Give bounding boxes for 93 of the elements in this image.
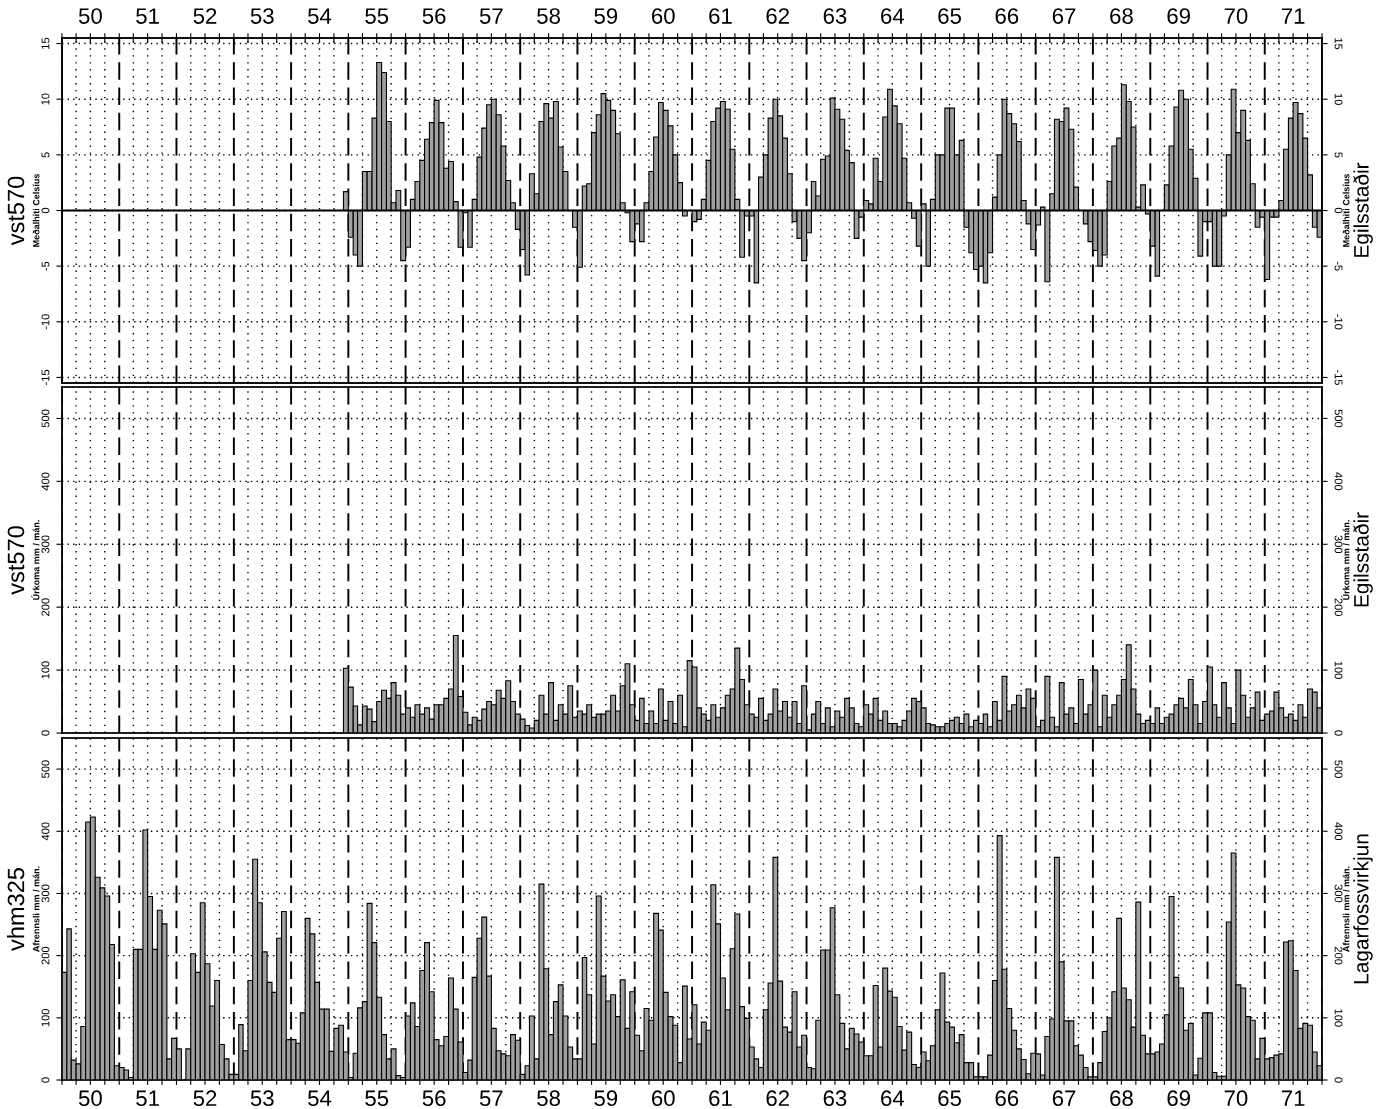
x-tick-label: 53 [250, 1090, 274, 1107]
x2-tick-label: 68 [1110, 8, 1133, 24]
y-tick-label: 0 [41, 1077, 50, 1083]
x2-tick-label: 63 [823, 8, 847, 24]
y2-tick-label: 300 [1334, 884, 1343, 903]
x2-tick-label: 51 [136, 8, 159, 24]
y-tick-label: 100 [41, 1008, 50, 1027]
x-tick-label: 55 [365, 1090, 389, 1107]
y2-tick-label: 200 [1334, 598, 1343, 617]
x-tick-label: 65 [938, 1090, 961, 1107]
y2-tick-label: 400 [1334, 472, 1343, 491]
x-tick-label: 68 [1110, 1090, 1133, 1107]
x-tick-label: 71 [1281, 1090, 1305, 1106]
y-axis-title: vhm325 [7, 867, 25, 951]
y-tick-label: 300 [41, 884, 50, 903]
x-tick-label: 64 [881, 1090, 905, 1107]
y2-tick-label: 10 [1334, 93, 1343, 105]
x-tick-label: 51 [136, 1090, 159, 1107]
x2-tick-label: 57 [479, 8, 503, 24]
x-tick-label: 59 [594, 1090, 618, 1107]
y-tick-label: -10 [41, 314, 50, 330]
x-tick-label: 70 [1224, 1090, 1248, 1107]
y-tick-label: 300 [41, 535, 50, 554]
x-tick-label: 62 [766, 1090, 789, 1107]
y2-tick-label: 500 [1334, 760, 1343, 778]
y-tick-label: 500 [41, 409, 50, 428]
y2-tick-label: 0 [1334, 1077, 1343, 1083]
x2-tick-label: 58 [537, 8, 560, 24]
y-tick-label: 0 [41, 730, 50, 736]
y-tick-label: -5 [41, 261, 50, 271]
text: Meðalhiti Celsíus [1342, 174, 1350, 247]
x-tick-label: 63 [823, 1090, 847, 1107]
x-tick-label: 52 [193, 1090, 217, 1107]
text: Meðalhiti Celsíus [32, 174, 40, 247]
x2-tick-label: 65 [938, 8, 961, 24]
x2-tick-label: 71 [1281, 8, 1305, 24]
y-tick-label: 200 [41, 946, 50, 965]
y2-tick-label: 0 [1334, 207, 1343, 214]
x2-tick-label: 53 [250, 8, 274, 24]
y2-tick-label: -5 [1334, 261, 1343, 271]
y-tick-label: 0 [41, 207, 50, 214]
y-tick-label: 400 [41, 472, 50, 491]
x2-tick-label: 54 [308, 8, 332, 24]
y-tick-label: -15 [41, 369, 50, 385]
y2-tick-label: -15 [1334, 369, 1343, 385]
y-tick-label: 500 [41, 760, 50, 778]
y-axis-title: vst570 [7, 526, 25, 595]
x2-tick-label: 52 [193, 8, 217, 24]
y2-tick-label: 400 [1334, 822, 1343, 841]
y2-tick-label: 500 [1334, 409, 1343, 428]
x2-tick-label: 50 [78, 8, 102, 24]
y-tick-label: 15 [41, 37, 50, 49]
x2-tick-label: 64 [881, 8, 905, 24]
x-tick-label: 56 [422, 1090, 446, 1107]
x2-tick-label: 66 [995, 8, 1019, 24]
text: Afrennsli mm / mán. [1342, 866, 1350, 952]
y2-tick-label: -10 [1334, 314, 1343, 330]
y-tick-label: 200 [41, 598, 50, 616]
x-tick-label: 61 [709, 1090, 732, 1107]
x-tick-label: 57 [479, 1090, 503, 1107]
y2-tick-label: 0 [1334, 730, 1343, 736]
x-tick-label: 69 [1167, 1090, 1190, 1107]
y2-tick-label: 100 [1334, 661, 1343, 679]
x-tick-label: 67 [1052, 1090, 1076, 1107]
x2-tick-label: 69 [1167, 8, 1190, 24]
y-tick-label: 10 [41, 93, 50, 105]
y2-tick-label: 5 [1334, 152, 1343, 158]
y2-axis-title: Lagarfossvirkjun [1353, 834, 1373, 984]
x2-tick-label: 67 [1052, 8, 1076, 24]
y2-tick-label: 300 [1334, 535, 1343, 554]
x2-tick-label: 61 [709, 8, 732, 24]
y2-tick-label: 200 [1334, 946, 1343, 965]
x2-tick-label: 59 [594, 8, 618, 24]
y2-tick-label: 100 [1334, 1009, 1343, 1027]
text: Afrennsli mm / mán. [32, 866, 40, 952]
x-tick-label: 50 [78, 1090, 102, 1107]
x-tick-label: 60 [652, 1090, 675, 1107]
y2-axis-title: Egilsstaðir [1353, 512, 1373, 607]
y-axis-title: vst570 [7, 176, 25, 246]
x2-tick-label: 56 [422, 8, 446, 24]
y2-tick-label: 15 [1334, 38, 1343, 50]
y-tick-label: 5 [41, 152, 50, 158]
y-tick-label: 100 [41, 661, 50, 679]
x-tick-label: 58 [537, 1090, 560, 1107]
text: Úrkoma mm / mán. [31, 520, 40, 600]
x2-tick-label: 60 [652, 8, 675, 24]
y-tick-label: 400 [41, 822, 50, 841]
x2-tick-label: 55 [365, 8, 389, 24]
x2-tick-label: 62 [766, 8, 789, 24]
y2-axis-title: Egilsstaðir [1353, 162, 1373, 257]
x-tick-label: 54 [308, 1090, 332, 1107]
x2-tick-label: 70 [1224, 8, 1248, 24]
x-tick-label: 66 [995, 1090, 1019, 1107]
